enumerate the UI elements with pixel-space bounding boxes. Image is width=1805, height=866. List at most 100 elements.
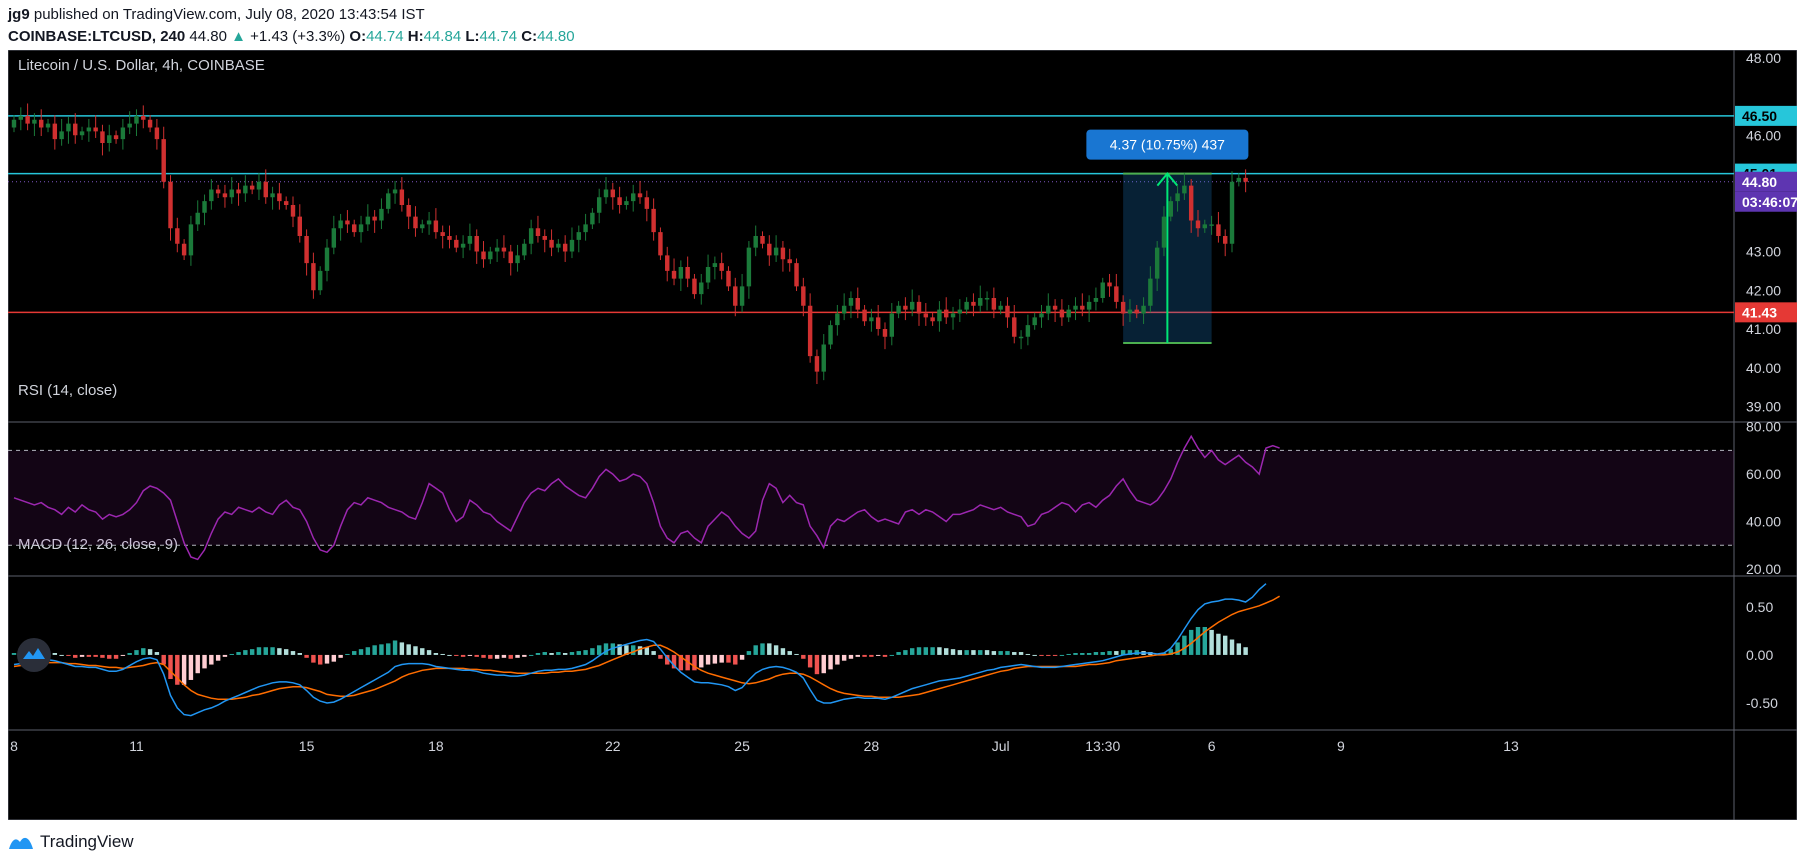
macd-histogram-bar (93, 654, 98, 657)
candle-body (807, 305, 813, 357)
candle-body (644, 197, 650, 209)
macd-histogram-bar (937, 647, 942, 655)
candle-body (1120, 301, 1126, 314)
close-label: C: (521, 28, 538, 45)
candle-body (426, 220, 432, 225)
macd-histogram-bar (494, 654, 500, 659)
candle-body (699, 282, 704, 295)
candle-body (746, 247, 752, 287)
macd-histogram-bar (760, 643, 765, 655)
candle-body (1080, 305, 1085, 310)
symbol-label: COINBASE:LTCUSD, 240 (8, 28, 186, 45)
macd-histogram-bar (651, 651, 656, 655)
high-label: H: (407, 28, 424, 45)
macd-histogram-bar (794, 653, 799, 655)
candle-body (1100, 282, 1105, 298)
macd-histogram-bar (814, 654, 820, 675)
macd-histogram-bar (181, 654, 187, 685)
candle-body (1073, 305, 1078, 310)
candle-body (1066, 309, 1071, 318)
macd-histogram-bar (889, 654, 894, 656)
candle-body (875, 317, 881, 329)
macd-histogram-bar (1107, 651, 1112, 655)
candle-body (297, 216, 303, 236)
candle-body (440, 232, 445, 236)
candle-body (222, 193, 228, 198)
macd-histogram-bar (358, 649, 364, 655)
candle-body (134, 115, 139, 124)
candle-body (1114, 286, 1119, 302)
candle-body (712, 263, 718, 267)
rsi-axis-tick: 60.00 (1746, 466, 1781, 482)
macd-histogram-bar (916, 647, 922, 655)
candle-body (1012, 317, 1017, 337)
macd-histogram-bar (508, 654, 513, 659)
candle-body (25, 115, 30, 124)
measure-label-box (1086, 129, 1249, 160)
candle-body (1127, 309, 1133, 314)
macd-histogram-bar (556, 652, 561, 655)
macd-histogram-bar (392, 640, 398, 655)
macd-histogram-bar (79, 654, 85, 657)
candle-body (1141, 305, 1146, 314)
price-axis-tick: 39.00 (1746, 399, 1781, 415)
macd-histogram-bar (1073, 653, 1078, 655)
macd-histogram-bar (1114, 651, 1119, 655)
macd-histogram-bar (978, 650, 983, 655)
rsi-axis-tick: 40.00 (1746, 514, 1781, 530)
macd-histogram-bar (658, 654, 663, 659)
candle-body (978, 298, 983, 306)
macd-histogram-bar (984, 650, 990, 655)
candle-body (556, 243, 561, 248)
candle-body (964, 301, 969, 310)
time-axis-tick: 22 (605, 738, 621, 754)
macd-histogram-bar (767, 643, 772, 655)
macd-histogram-bar (1059, 654, 1065, 656)
candle-body (290, 205, 296, 217)
candle-body (433, 220, 439, 233)
macd-histogram-bar (719, 654, 724, 663)
tradingview-logo-badge[interactable] (17, 638, 51, 672)
macd-histogram-bar (903, 650, 908, 655)
candle-body (719, 263, 724, 271)
candle-body (944, 309, 949, 318)
low-label: L: (465, 28, 480, 45)
macd-histogram-bar (386, 643, 391, 655)
candle-body (181, 243, 187, 256)
candle-body (11, 119, 17, 128)
candle-body (923, 313, 929, 318)
candle-body (692, 278, 697, 295)
macd-histogram-bar (338, 654, 343, 658)
macd-histogram-bar (712, 654, 718, 664)
candle-body (522, 243, 527, 256)
candle-body (937, 309, 942, 322)
macd-histogram-bar (147, 649, 153, 655)
candle-body (1134, 309, 1139, 314)
rsi-line (13, 434, 1280, 561)
macd-histogram-bar (944, 648, 949, 655)
macd-histogram-bar (460, 654, 466, 657)
candle-body (603, 189, 609, 198)
candle-body (889, 313, 894, 337)
chart-area[interactable]: Litecoin / U.S. Dollar, 4h, COINBASE RSI… (8, 50, 1797, 820)
price-axis-tick: 41.00 (1746, 321, 1781, 337)
candle-body (113, 135, 119, 140)
tradingview-footer[interactable]: TradingView (8, 830, 134, 854)
time-axis-tick: 13:30 (1085, 738, 1120, 754)
price-tag-label: 44.80 (1742, 174, 1777, 190)
macd-axis-tick: 0.50 (1746, 599, 1773, 615)
candle-body (32, 119, 37, 124)
macd-histogram-bar (433, 653, 439, 655)
candle-body (460, 243, 466, 248)
candle-body (175, 228, 180, 244)
macd-histogram-bar (365, 647, 371, 655)
candle-body (1093, 298, 1099, 302)
macd-histogram-bar (324, 654, 330, 664)
candle-body (828, 325, 833, 345)
macd-histogram-bar (590, 648, 595, 655)
candle-body (1039, 313, 1044, 318)
time-axis-tick: 28 (864, 738, 880, 754)
macd-histogram-bar (141, 648, 146, 655)
macd-histogram-bar (753, 645, 758, 655)
time-axis-tick: Jul (992, 738, 1010, 754)
